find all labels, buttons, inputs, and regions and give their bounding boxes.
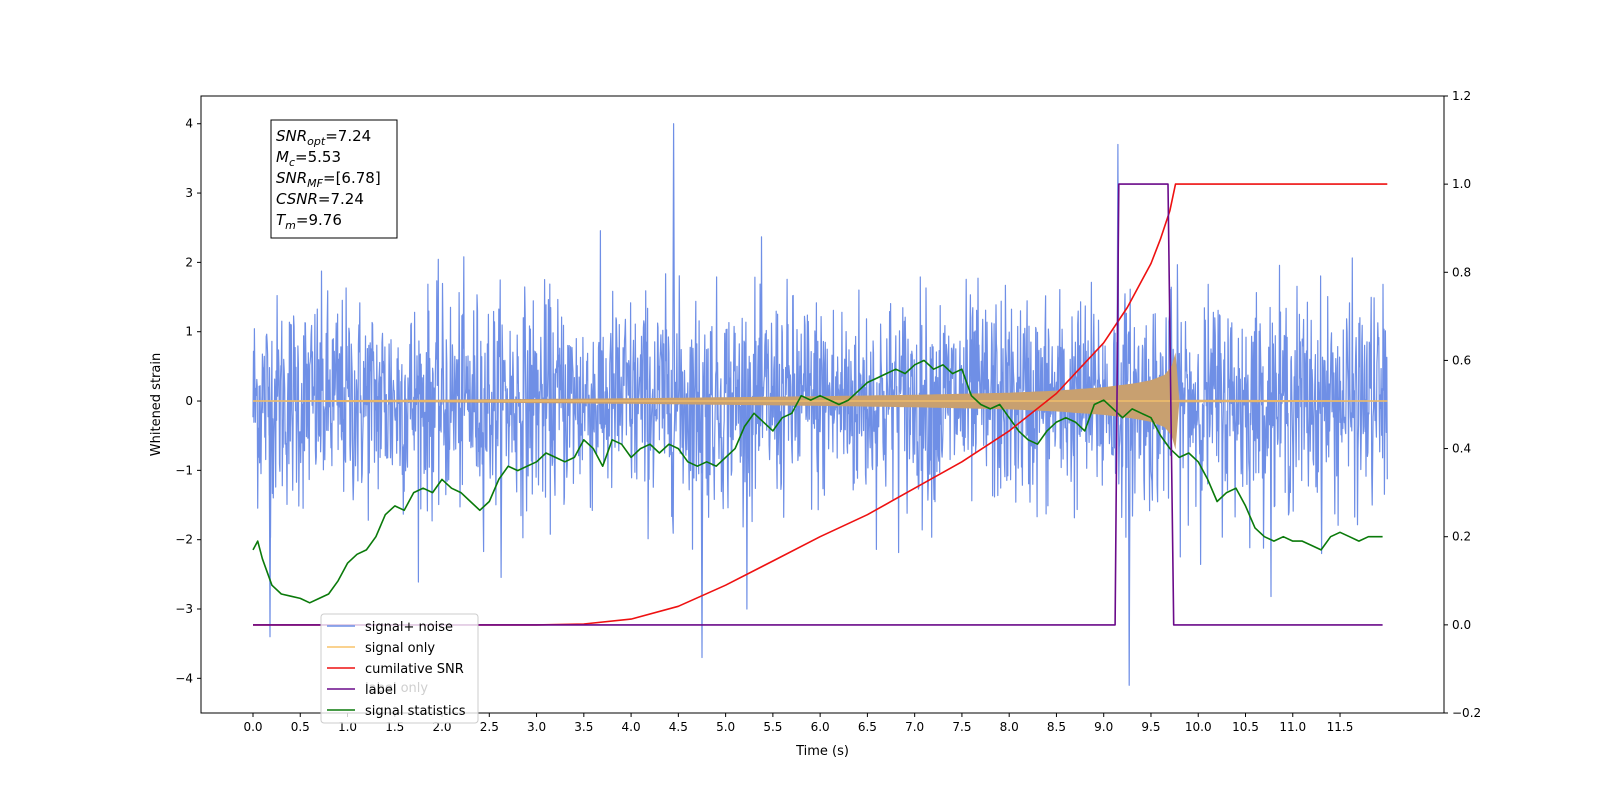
x-tick-label: 7.0 xyxy=(905,720,924,734)
annotation-line: Mc=5.53 xyxy=(276,148,341,169)
x-tick-label: 10.5 xyxy=(1232,720,1259,734)
y-tick-label: −1 xyxy=(175,463,193,477)
x-tick-label: 6.0 xyxy=(811,720,830,734)
legend-label: cumilative SNR xyxy=(365,662,464,677)
y-tick-label: 2 xyxy=(185,255,193,269)
y-tick-label: 1 xyxy=(185,325,193,339)
y2-tick-label: 1.0 xyxy=(1452,177,1471,191)
y2-tick-label: 0.0 xyxy=(1452,618,1471,632)
annotation-line: Tm=9.76 xyxy=(276,211,342,232)
legend-label: label xyxy=(365,683,396,698)
annotation-frame xyxy=(270,119,398,239)
y2-tick-label: 0.2 xyxy=(1452,530,1471,544)
legend-label: signal statistics xyxy=(365,704,466,719)
series-label xyxy=(253,183,1383,626)
y-axis-left: −4 −3 −2 −1 0 1 2 3 4 xyxy=(175,117,201,685)
x-tick-label: 3.5 xyxy=(574,720,593,734)
x-tick-label: 9.0 xyxy=(1094,720,1113,734)
y2-tick-label: 1.2 xyxy=(1452,89,1471,103)
x-tick-label: 9.5 xyxy=(1141,720,1160,734)
x-tick-label: 4.5 xyxy=(669,720,688,734)
y-tick-label: 3 xyxy=(185,186,193,200)
y2-tick-label: 0.4 xyxy=(1452,442,1471,456)
annotation-line: SNRMF=[6.78] xyxy=(276,169,381,190)
legend: label only signal+ noise signal only cumila… xyxy=(320,613,479,724)
x-tick-label: 0.0 xyxy=(243,720,262,734)
x-tick-label: 8.0 xyxy=(1000,720,1019,734)
annotation-line: CSNR=7.24 xyxy=(276,190,364,208)
x-axis-label: Time (s) xyxy=(795,744,849,759)
y2-tick-label: −0.2 xyxy=(1452,706,1481,720)
legend-frame xyxy=(320,613,479,724)
y-axis-label: Whitened strain xyxy=(149,353,164,456)
x-tick-label: 11.5 xyxy=(1327,720,1354,734)
x-tick-label: 8.5 xyxy=(1047,720,1066,734)
y2-tick-label: 0.6 xyxy=(1452,353,1471,367)
x-tick-label: 7.5 xyxy=(952,720,971,734)
y-tick-label: 0 xyxy=(185,394,193,408)
legend-hidden-label: label only xyxy=(365,681,428,696)
x-tick-label: 6.5 xyxy=(858,720,877,734)
x-tick-label: 2.5 xyxy=(480,720,499,734)
series-signal-noise xyxy=(252,123,1388,686)
x-tick-label: 3.0 xyxy=(527,720,546,734)
x-tick-label: 11.0 xyxy=(1279,720,1306,734)
y-tick-label: −4 xyxy=(175,671,193,685)
x-tick-label: 10.0 xyxy=(1185,720,1212,734)
x-tick-label: 5.5 xyxy=(763,720,782,734)
axes-frame xyxy=(200,95,1445,714)
y-tick-label: 4 xyxy=(185,117,193,131)
y-axis-right: −0.2 0.0 0.2 0.4 0.6 0.8 1.0 1.2 xyxy=(1444,89,1481,720)
legend-label: signal only xyxy=(365,641,435,656)
legend-label: signal+ noise xyxy=(365,620,453,635)
series-signal-statistics xyxy=(252,359,1383,604)
annotation-line: SNRopt=7.24 xyxy=(276,127,371,148)
y-tick-label: −3 xyxy=(175,602,193,616)
series-group xyxy=(252,123,1388,686)
x-tick-label: 4.0 xyxy=(622,720,641,734)
y2-tick-label: 0.8 xyxy=(1452,265,1471,279)
x-tick-label: 5.0 xyxy=(716,720,735,734)
y-tick-label: −2 xyxy=(175,533,193,547)
plot-area xyxy=(252,123,1388,686)
x-tick-label: 0.5 xyxy=(291,720,310,734)
